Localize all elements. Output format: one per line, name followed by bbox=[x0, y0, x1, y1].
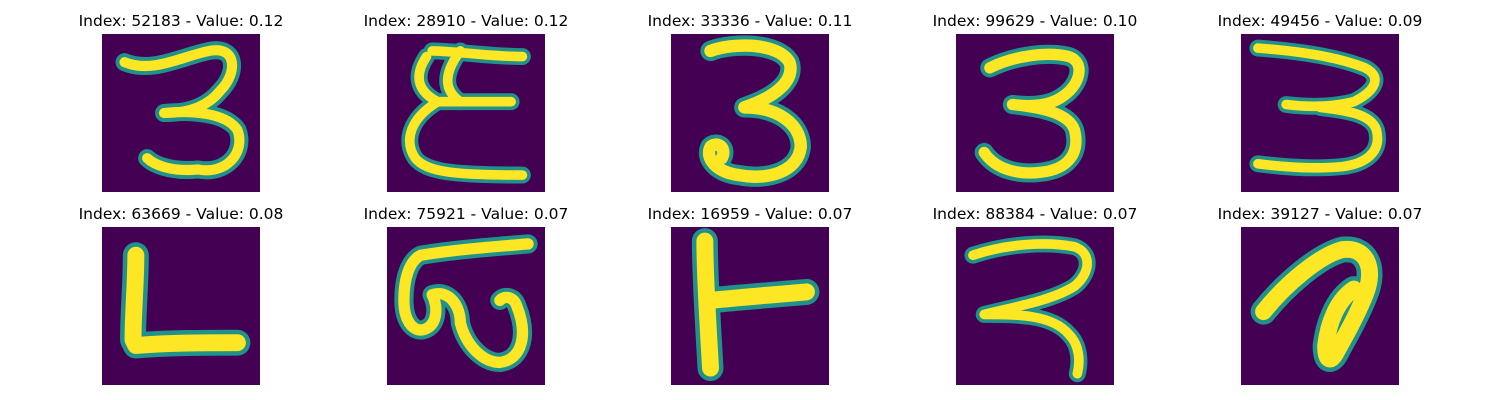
handwritten-three-image bbox=[956, 34, 1114, 192]
panel-title: Index: 33336 - Value: 0.11 bbox=[647, 12, 853, 30]
panel-title: Index: 39127 - Value: 0.07 bbox=[1217, 205, 1423, 223]
handwritten-loop-shape-image bbox=[1241, 227, 1399, 385]
panel-title: Index: 16959 - Value: 0.07 bbox=[647, 205, 853, 223]
handwritten-l-shape-image bbox=[102, 227, 260, 385]
handwritten-looped-shape-image bbox=[387, 227, 545, 385]
handwritten-three-image bbox=[102, 34, 260, 192]
handwritten-three-image bbox=[1241, 34, 1399, 192]
handwritten-r-like-shape-image bbox=[956, 227, 1114, 385]
panel-title: Index: 63669 - Value: 0.08 bbox=[78, 205, 284, 223]
handwritten-t-shape-image bbox=[671, 227, 829, 385]
handwritten-three-image bbox=[671, 34, 829, 192]
panel-title: Index: 88384 - Value: 0.07 bbox=[932, 205, 1138, 223]
panel-title: Index: 99629 - Value: 0.10 bbox=[932, 12, 1138, 30]
panel-title: Index: 28910 - Value: 0.12 bbox=[363, 12, 569, 30]
handwritten-three-image bbox=[387, 34, 545, 192]
panel-title: Index: 52183 - Value: 0.12 bbox=[78, 12, 284, 30]
panel-title: Index: 49456 - Value: 0.09 bbox=[1217, 12, 1423, 30]
panel-title: Index: 75921 - Value: 0.07 bbox=[363, 205, 569, 223]
